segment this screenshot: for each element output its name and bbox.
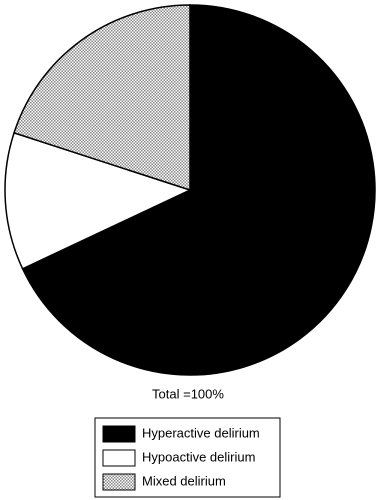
legend-label: Hyperactive delirium <box>142 425 260 440</box>
total-annotation: Total =100% <box>152 386 224 401</box>
legend-swatch <box>102 473 136 491</box>
legend-label: Mixed delirium <box>142 473 226 488</box>
legend-swatch <box>102 425 136 443</box>
pie-slice <box>4 131 193 270</box>
legend-swatch <box>102 449 136 467</box>
pie-slice <box>21 4 376 376</box>
pie-slice <box>13 4 191 192</box>
legend-label: Hypoactive delirium <box>142 449 255 464</box>
